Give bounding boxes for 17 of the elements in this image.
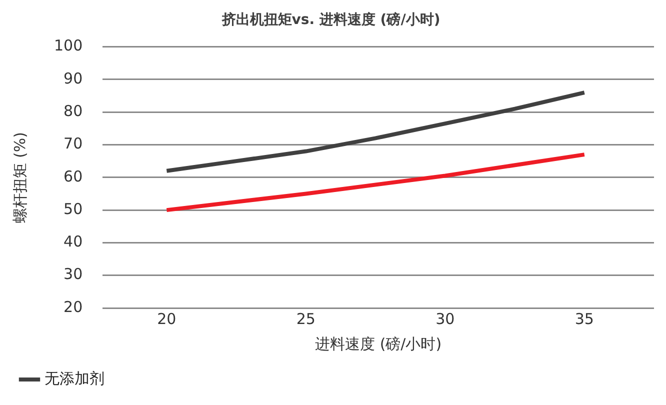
y-tick-label: 70 bbox=[64, 134, 83, 153]
y-tick-label: 100 bbox=[54, 36, 83, 55]
y-tick-label: 50 bbox=[64, 200, 83, 218]
y-tick-label: 60 bbox=[64, 167, 83, 186]
x-tick-label: 35 bbox=[574, 310, 594, 328]
chart-title: 挤出机扭矩vs. 进料速度 (磅/小时) bbox=[220, 11, 440, 28]
y-tick-label: 20 bbox=[64, 298, 83, 316]
y-tick-label: 90 bbox=[64, 69, 83, 88]
y-axis-title: 螺杆扭矩 (%) bbox=[10, 132, 29, 223]
x-tick-label: 20 bbox=[157, 310, 176, 328]
x-tick-label: 25 bbox=[296, 310, 316, 328]
y-tick-label: 40 bbox=[64, 232, 83, 251]
y-tick-label: 80 bbox=[64, 102, 83, 120]
y-tick-label: 30 bbox=[64, 265, 83, 284]
legend-label: 无添加剂 bbox=[44, 369, 104, 388]
x-axis-title: 进料速度 (磅/小时) bbox=[315, 334, 442, 353]
x-tick-label: 30 bbox=[436, 310, 455, 328]
